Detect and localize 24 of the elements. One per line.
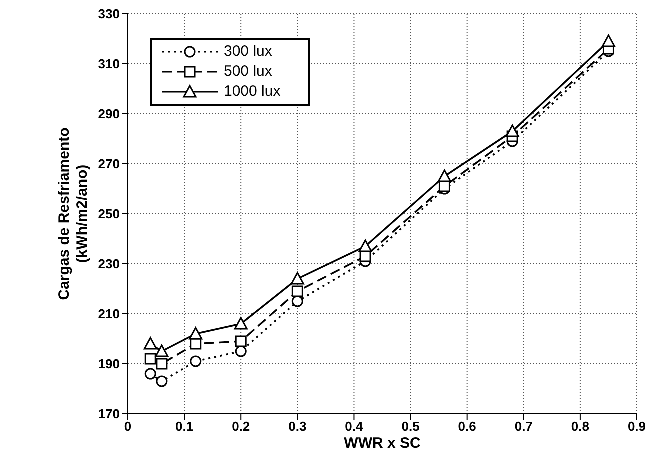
y-tick-label: 330	[98, 6, 120, 22]
x-axis-title: WWR x SC	[344, 435, 421, 452]
x-tick-label: 0.7	[514, 419, 533, 434]
y-tick-label: 270	[98, 156, 120, 172]
x-tick-label: 0.5	[402, 419, 420, 434]
y-tick-label: 230	[98, 256, 120, 272]
x-tick-label: 0.8	[571, 419, 590, 434]
x-tick-label: 0.4	[345, 419, 364, 434]
x-tick-label: 0.1	[176, 419, 194, 434]
y-tick-label: 210	[98, 306, 120, 322]
x-tick-label: 0	[124, 419, 132, 434]
legend-label: 1000 lux	[224, 82, 281, 102]
legend-label: 300 lux	[224, 42, 272, 62]
y-tick-label: 190	[98, 356, 120, 372]
y-tick-label: 250	[98, 206, 120, 222]
legend-label: 500 lux	[224, 62, 272, 82]
y-tick-label: 290	[98, 106, 120, 122]
y-tick-label: 170	[98, 406, 120, 422]
x-tick-label: 0.6	[458, 419, 476, 434]
x-tick-label: 0.9	[628, 419, 646, 434]
y-axis-title: Cargas de Resfriamento (kWh/m2/ano)	[56, 128, 91, 300]
x-tick-label: 0.3	[288, 419, 307, 434]
x-tick-label: 0.2	[232, 419, 250, 434]
y-tick-label: 310	[98, 56, 120, 72]
